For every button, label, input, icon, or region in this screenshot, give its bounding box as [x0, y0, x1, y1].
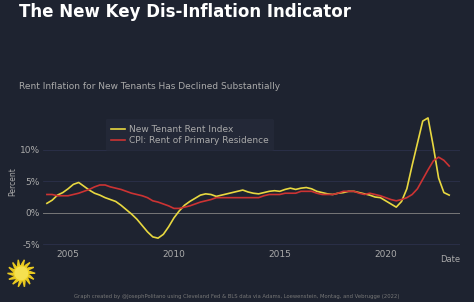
New Tenant Rent Index [272, 189, 277, 192]
Polygon shape [25, 262, 30, 267]
Polygon shape [18, 281, 21, 287]
CPI: Rent of Primary Residence: (2.01e+03, 3.4): Rent of Primary Residence: (2.01e+03, 3.… [123, 190, 129, 193]
Polygon shape [9, 277, 15, 279]
New Tenant Rent Index [155, 236, 161, 240]
Text: Date: Date [440, 255, 460, 264]
Polygon shape [15, 267, 27, 280]
Polygon shape [23, 281, 25, 287]
Polygon shape [21, 260, 24, 265]
CPI: Rent of Primary Residence: (2e+03, 2.9): Rent of Primary Residence: (2e+03, 2.9) [44, 193, 50, 196]
New Tenant Rent Index [213, 194, 219, 198]
CPI: Rent of Primary Residence: (2.01e+03, 0.7): Rent of Primary Residence: (2.01e+03, 0.… [171, 207, 177, 210]
New Tenant Rent Index [187, 200, 192, 203]
New Tenant Rent Index [123, 208, 129, 211]
New Tenant Rent Index [224, 192, 230, 196]
Line: New Tenant Rent Index: New Tenant Rent Index [47, 118, 449, 238]
CPI: Rent of Primary Residence: (2.01e+03, 2.4): Rent of Primary Residence: (2.01e+03, 2.… [213, 196, 219, 199]
Polygon shape [28, 275, 34, 279]
Legend: New Tenant Rent Index, CPI: Rent of Primary Residence: New Tenant Rent Index, CPI: Rent of Prim… [106, 119, 274, 151]
Text: Rent Inflation for New Tenants Has Declined Substantially: Rent Inflation for New Tenants Has Decli… [19, 82, 280, 91]
Polygon shape [8, 273, 13, 275]
Y-axis label: Percent: Percent [8, 167, 17, 196]
CPI: Rent of Primary Residence: (2.01e+03, 1.1): Rent of Primary Residence: (2.01e+03, 1.… [187, 204, 192, 208]
CPI: Rent of Primary Residence: (2.02e+03, 8.8): Rent of Primary Residence: (2.02e+03, 8.… [436, 155, 441, 159]
Polygon shape [9, 267, 14, 271]
CPI: Rent of Primary Residence: (2.02e+03, 7.4): Rent of Primary Residence: (2.02e+03, 7.… [447, 164, 452, 168]
CPI: Rent of Primary Residence: (2.01e+03, 2.9): Rent of Primary Residence: (2.01e+03, 2.… [272, 193, 277, 196]
Line: CPI: Rent of Primary Residence: CPI: Rent of Primary Residence [47, 157, 449, 208]
Text: Graph created by @JosephPolitano using Cleveland Fed & BLS data via Adams, Loewe: Graph created by @JosephPolitano using C… [74, 294, 400, 299]
CPI: Rent of Primary Residence: (2.01e+03, 2.4): Rent of Primary Residence: (2.01e+03, 2.… [224, 196, 230, 199]
Polygon shape [13, 280, 18, 284]
Polygon shape [14, 266, 29, 281]
Text: The New Key Dis-Inflation Indicator: The New Key Dis-Inflation Indicator [19, 3, 351, 21]
Polygon shape [28, 267, 34, 270]
New Tenant Rent Index [182, 204, 187, 207]
New Tenant Rent Index [425, 116, 431, 120]
New Tenant Rent Index [44, 201, 50, 205]
CPI: Rent of Primary Residence: (2.01e+03, 0.9): Rent of Primary Residence: (2.01e+03, 0.… [182, 205, 187, 209]
Polygon shape [27, 279, 30, 284]
Polygon shape [18, 260, 19, 265]
Polygon shape [13, 262, 16, 268]
New Tenant Rent Index [447, 193, 452, 197]
Polygon shape [29, 271, 35, 273]
